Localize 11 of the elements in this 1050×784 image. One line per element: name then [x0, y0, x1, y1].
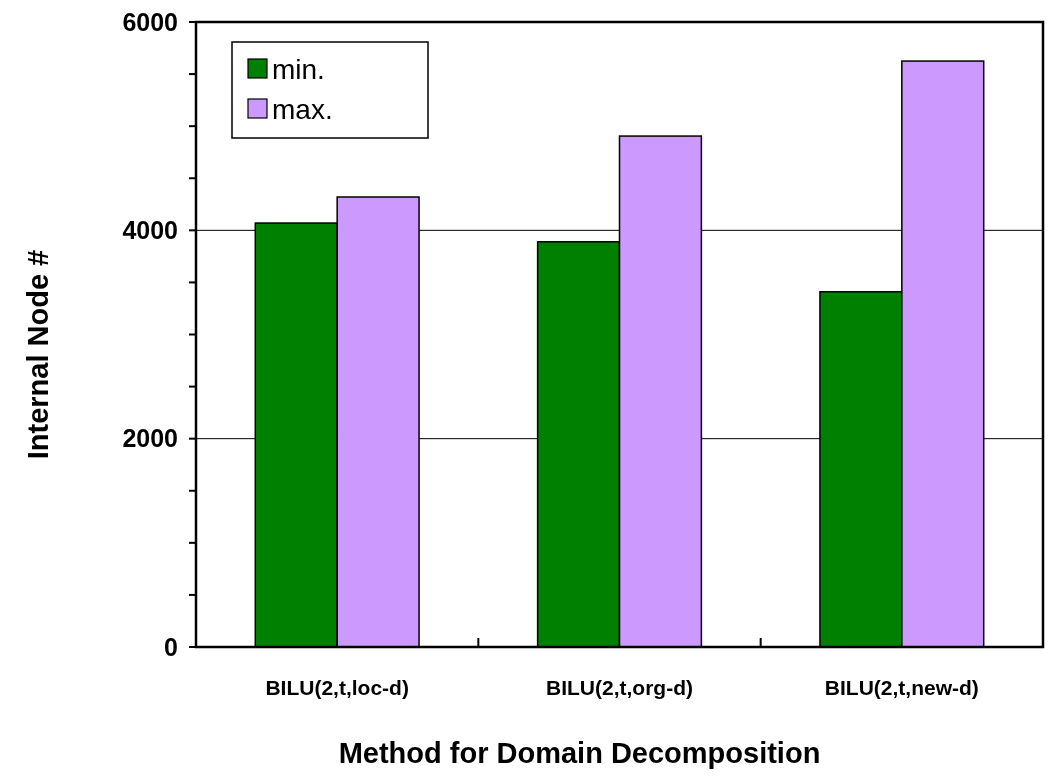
y-tick-label: 6000: [122, 7, 178, 36]
x-tick-label: BILU(2,t,org-d): [546, 676, 693, 700]
legend-label: max.: [272, 93, 333, 125]
y-tick-label: 0: [164, 632, 178, 661]
y-tick-label: 2000: [122, 424, 178, 453]
x-tick-label: BILU(2,t,new-d): [824, 676, 979, 700]
y-tick-label: 4000: [122, 216, 178, 245]
legend-label: min.: [272, 53, 325, 85]
y-axis-title: Internal Node #: [22, 249, 54, 460]
x-tick-label: BILU(2,t,loc-d): [265, 676, 409, 700]
x-axis-title: Method for Domain Decomposition: [338, 737, 821, 769]
